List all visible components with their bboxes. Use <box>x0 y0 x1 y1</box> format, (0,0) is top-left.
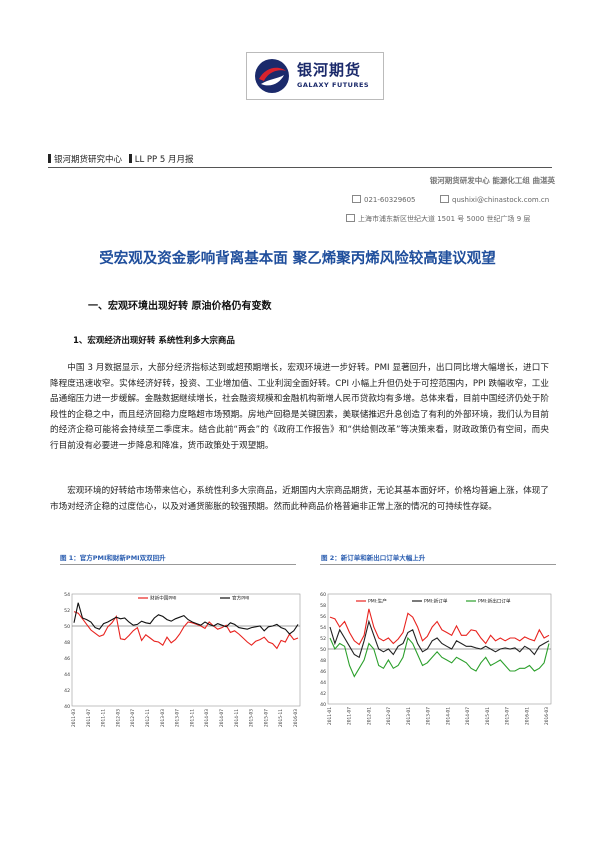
logo-name-cn: 银河期货 <box>297 61 362 79</box>
contact-email-text: qushixi@chinastock.com.cn <box>452 196 550 204</box>
figure-2-caption: 图 2：新订单和新出口订单大幅上升 <box>321 554 426 562</box>
galaxy-logo-icon <box>255 59 289 93</box>
series-line-3 <box>329 636 550 678</box>
header-bar-icon <box>128 154 132 163</box>
contact-address: 上海市浦东新区世纪大道 1501 号 5000 世纪广场 9 层 <box>346 214 530 224</box>
x-tick-label: 2013-03 <box>160 709 166 727</box>
x-tick-label: 2011-11 <box>101 709 107 727</box>
phone-icon <box>352 195 361 203</box>
contact-email: qushixi@chinastock.com.cn <box>440 195 549 204</box>
series-line-1 <box>329 608 550 646</box>
y-tick-label: 58 <box>320 603 326 609</box>
y-tick-label: 56 <box>320 614 326 620</box>
header-bar-icon <box>48 154 51 163</box>
x-tick-label: 2016-03 <box>544 707 550 725</box>
x-tick-label: 2014-07 <box>219 709 225 727</box>
legend-label: PMI:新出口订单 <box>478 598 511 605</box>
y-tick-label: 46 <box>320 669 326 675</box>
x-tick-label: 2011-03 <box>71 709 77 727</box>
y-tick-label: 48 <box>320 658 326 664</box>
series-line-2 <box>329 619 550 659</box>
legend-label: 财新中国PMI <box>150 595 176 602</box>
x-tick-label: 2011-01 <box>327 707 333 725</box>
x-tick-label: 2013-07 <box>175 709 181 727</box>
x-tick-label: 2011-07 <box>347 707 353 725</box>
company-logo: 银河期货 GALAXY FUTURES <box>246 52 384 100</box>
x-tick-label: 2016-03 <box>293 709 299 727</box>
figure-1-caption: 图 1：官方PMI和财新PMI双双回升 <box>60 554 166 562</box>
x-tick-label: 2014-01 <box>445 707 451 725</box>
legend-label: PMI:新订单 <box>424 598 448 605</box>
x-tick-label: 2012-03 <box>115 709 121 727</box>
x-tick-label: 2013-01 <box>406 707 412 725</box>
contact-phone: 021-60329605 <box>352 195 416 204</box>
y-tick-label: 44 <box>64 672 70 678</box>
y-tick-label: 48 <box>64 640 70 646</box>
series-line-2 <box>73 602 299 635</box>
y-tick-label: 50 <box>64 624 70 630</box>
sub-heading: 1、宏观经济出现好转 系统性利多大宗商品 <box>73 336 235 346</box>
location-icon <box>346 214 355 222</box>
x-tick-label: 2015-11 <box>278 709 284 727</box>
x-tick-label: 2012-01 <box>366 707 372 725</box>
x-tick-label: 2012-07 <box>130 709 136 727</box>
y-tick-label: 40 <box>64 704 70 710</box>
report-title: 受宏观及资金影响背离基本面 聚乙烯聚丙烯风险较高建议观望 <box>99 251 496 267</box>
x-tick-label: 2016-01 <box>524 707 530 725</box>
pmi-line-chart: 40 42 44 46 48 50 52 54 2011-03 2011-07 2011-11 201… <box>64 592 301 727</box>
x-tick-label: 2014-07 <box>465 707 471 725</box>
header-divider <box>48 167 552 168</box>
x-tick-label: 2012-11 <box>145 709 151 727</box>
body-paragraph: 宏观环境的好转给市场带来信心，系统性利多大宗商品，近期国内大宗商品期货，无论其基… <box>50 486 549 512</box>
x-tick-label: 2011-07 <box>86 709 92 727</box>
logo-name-en: GALAXY FUTURES <box>297 81 370 89</box>
section-heading: 一、宏观环境出现好转 原油价格仍有变数 <box>88 301 272 312</box>
x-tick-label: 2015-03 <box>249 709 255 727</box>
x-tick-label: 2012-07 <box>386 707 392 725</box>
contact-address-text: 上海市浦东新区世纪大道 1501 号 5000 世纪广场 9 层 <box>358 215 531 223</box>
y-tick-label: 52 <box>64 608 70 614</box>
legend-label: PMI:生产 <box>368 598 387 605</box>
header-org: 银河期货研究中心 <box>54 155 123 165</box>
y-tick-label: 60 <box>320 592 326 598</box>
y-tick-label: 42 <box>320 691 326 697</box>
x-tick-label: 2013-07 <box>426 707 432 725</box>
y-tick-label: 44 <box>320 680 326 686</box>
x-tick-label: 2015-01 <box>485 707 491 725</box>
plot-frame <box>71 593 301 707</box>
y-tick-label: 54 <box>320 625 326 631</box>
y-tick-label: 46 <box>64 656 70 662</box>
header-report: LL PP 5 月月报 <box>134 155 194 165</box>
x-tick-label: 2015-07 <box>505 707 511 725</box>
x-tick-label: 2015-07 <box>263 709 269 727</box>
y-tick-label: 54 <box>64 592 70 598</box>
x-tick-label: 2014-11 <box>234 709 240 727</box>
y-tick-label: 40 <box>320 702 326 708</box>
figure-2-divider <box>320 564 556 565</box>
figure-1-divider <box>60 564 296 565</box>
pmi-subindex-line-chart: 40 42 44 46 48 50 52 54 56 58 60 2011-01 2011-07 2012… <box>320 592 552 725</box>
x-tick-label: 2013-11 <box>189 709 195 727</box>
y-tick-label: 52 <box>320 636 326 642</box>
body-paragraph: 中国 3 月数据显示，大部分经济指标达到或超预期增长，宏观环境进一步好转。PMI… <box>50 363 549 451</box>
legend-label: 官方PMI <box>232 595 249 602</box>
x-tick-label: 2014-03 <box>204 709 210 727</box>
series-line-1 <box>73 611 299 650</box>
contact-phone-text: 021-60329605 <box>364 196 416 204</box>
contact-team: 银河期货研发中心 能源化工组 曲湛英 <box>429 176 555 185</box>
mail-icon <box>440 195 449 203</box>
y-tick-label: 42 <box>64 688 70 694</box>
y-tick-label: 50 <box>320 647 326 653</box>
report-header: 银河期货研究中心 LL PP 5 月月报 <box>48 153 193 165</box>
